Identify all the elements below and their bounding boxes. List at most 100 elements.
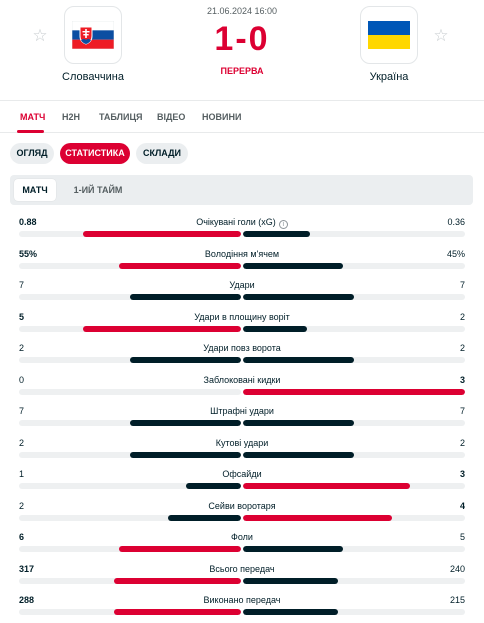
stat-home-value: 2 xyxy=(19,343,25,353)
stat-home-bar-track xyxy=(19,609,241,615)
tab-video[interactable]: ВІДЕО xyxy=(157,112,186,122)
stat-home-bar-track xyxy=(19,388,241,395)
stats-list: 0.88 Очікувані голи (xG) i 0.36 55% Володіння… xyxy=(0,214,484,623)
subtab-statistics[interactable]: СТАТИСТИКА xyxy=(60,143,130,164)
stat-away-bar xyxy=(243,294,354,300)
stat-away-value: 2 xyxy=(459,311,465,322)
stat-category: Очікувані голи (xG) i xyxy=(19,217,465,229)
stat-away-bar xyxy=(243,325,308,332)
stat-home-value: 5 xyxy=(19,311,25,322)
match-date: 21.06.2024 16:00 xyxy=(206,6,278,16)
tab-h2h[interactable]: H2H xyxy=(62,112,81,122)
match-score: 1-0 xyxy=(214,20,270,58)
stat-home-bar xyxy=(167,514,241,521)
home-team[interactable]: Словаччина xyxy=(53,6,133,83)
stat-row: 2 Сейви воротаря 4 xyxy=(0,498,484,530)
stat-row: 317 Всього передач 240 xyxy=(0,561,484,593)
stat-row: 7 Удари 7 xyxy=(0,277,484,309)
tab-table[interactable]: ТАБЛИЦЯ xyxy=(99,112,143,122)
stat-row: 6 Фоли 5 xyxy=(0,529,484,561)
stat-category: Заблоковані кидки xyxy=(19,375,465,386)
stat-away-bar xyxy=(243,514,392,521)
stat-home-value: 2 xyxy=(19,500,25,511)
stat-home-value: 7 xyxy=(19,406,25,416)
period-selector: МАТЧ 1-ИЙ ТАЙМ xyxy=(10,175,473,205)
stat-away-bar-track xyxy=(243,577,465,584)
stat-home-value: 55% xyxy=(19,248,38,259)
stat-away-bar-track xyxy=(243,546,465,552)
away-team-logo[interactable] xyxy=(360,6,418,64)
stat-category-label: Штрафні удари xyxy=(210,406,274,416)
tab-news[interactable]: НОВИНИ xyxy=(202,112,242,122)
stat-row: 2 Удари повз ворота 2 xyxy=(0,340,484,372)
stat-category-label: Офсайди xyxy=(222,469,262,479)
stat-category: Сейви воротаря xyxy=(19,501,465,512)
stat-away-value: 4 xyxy=(459,500,465,511)
stat-away-value: 3 xyxy=(459,469,465,479)
stat-home-bar-track xyxy=(19,420,241,426)
home-team-name[interactable]: Словаччина xyxy=(62,71,124,83)
stat-category: Фоли xyxy=(19,532,465,543)
favorite-home-star-icon[interactable]: ☆ xyxy=(32,26,48,45)
stat-category-label: Фоли xyxy=(231,532,253,542)
stat-category-label: Всього передач xyxy=(209,563,275,574)
stat-away-bar xyxy=(243,420,354,426)
stat-away-value: 7 xyxy=(459,280,465,290)
stat-home-value: 2 xyxy=(19,437,25,448)
stat-away-bar-track xyxy=(243,609,465,615)
stat-away-bar-track xyxy=(243,357,465,363)
stat-home-bar-track xyxy=(19,483,241,489)
period-first-half[interactable]: 1-ИЙ ТАЙМ xyxy=(73,185,123,195)
stat-home-bar xyxy=(130,294,241,300)
stat-home-bar-track xyxy=(19,451,241,458)
stat-row: 0 Заблоковані кидки 3 xyxy=(0,372,484,404)
stat-away-value: 2 xyxy=(459,437,465,448)
stat-row: 2 Кутові удари 2 xyxy=(0,435,484,467)
stat-away-bar-track xyxy=(243,231,465,237)
stat-row: 0.88 Очікувані голи (xG) i 0.36 xyxy=(0,214,484,246)
stat-away-bar-track xyxy=(243,294,465,300)
stat-home-bar-track xyxy=(19,577,241,584)
home-team-logo[interactable] xyxy=(64,6,122,64)
stat-category-label: Володіння м'ячем xyxy=(204,248,280,259)
stat-home-value: 0 xyxy=(19,374,25,385)
stat-away-bar-track xyxy=(243,325,465,332)
subtab-overview[interactable]: ОГЛЯД xyxy=(10,143,54,164)
subtab-lineups[interactable]: СКЛАДИ xyxy=(136,143,188,164)
stat-home-bar xyxy=(130,420,241,426)
stat-away-value: 7 xyxy=(459,406,465,416)
stat-home-value: 7 xyxy=(19,280,25,290)
away-team-name[interactable]: Україна xyxy=(369,71,409,83)
stat-home-bar xyxy=(114,609,241,615)
stat-home-value: 317 xyxy=(19,563,35,574)
stat-away-bar xyxy=(243,262,343,269)
match-status: ПЕРЕРВА xyxy=(220,66,264,76)
stat-away-bar xyxy=(243,231,310,237)
stat-away-value: 0.36 xyxy=(447,217,465,227)
stat-home-bar-track xyxy=(19,546,241,552)
stat-home-bar-track xyxy=(19,231,241,237)
stat-away-bar xyxy=(243,609,339,615)
favorite-away-star-icon[interactable]: ☆ xyxy=(433,26,449,45)
stat-away-bar xyxy=(243,483,410,489)
stat-away-value: 2 xyxy=(459,343,465,353)
away-team[interactable]: Україна xyxy=(349,6,429,83)
stat-category: Офсайди xyxy=(19,469,465,480)
stat-row: 55% Володіння м'ячем 45% xyxy=(0,246,484,278)
match-header: ☆ Словаччина 21.06.2024 16:00 1-0 ПЕРЕРВ… xyxy=(0,0,484,92)
stat-home-bar xyxy=(83,231,241,237)
stat-category-label: Заблоковані кидки xyxy=(203,374,281,385)
stat-home-value: 6 xyxy=(19,532,25,542)
period-match[interactable]: МАТЧ xyxy=(14,179,56,201)
stat-away-bar-track xyxy=(243,388,465,395)
stat-home-bar xyxy=(114,577,241,584)
info-icon[interactable]: i xyxy=(278,220,288,229)
stat-home-bar xyxy=(118,262,241,269)
stat-away-bar xyxy=(243,577,339,584)
stat-away-bar xyxy=(243,451,354,458)
stat-category-label: Удари повз ворота xyxy=(203,343,281,353)
ukraine-flag-icon xyxy=(368,21,410,49)
stat-away-value: 215 xyxy=(449,595,465,605)
stat-home-bar xyxy=(130,357,241,363)
tab-match[interactable]: МАТЧ xyxy=(20,112,46,122)
